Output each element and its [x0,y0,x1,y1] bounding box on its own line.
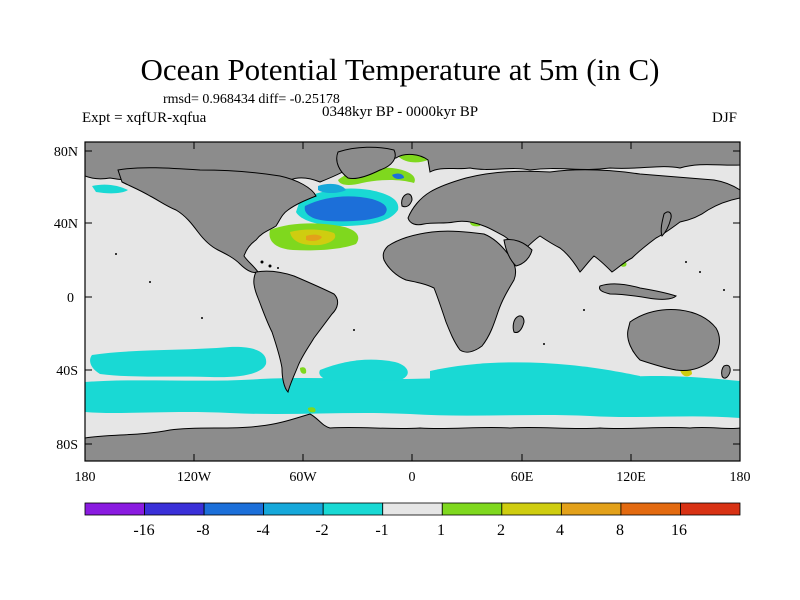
colorbar-swatch [144,502,205,516]
labrador-cool-anomaly [318,183,346,193]
subtropical-atlantic-peak-anomaly [306,234,322,241]
south-indian-cool-anomaly [430,362,640,380]
season-label: DJF [712,110,738,126]
indonesia-land [599,283,677,300]
x-tick-label: 0 [409,470,416,485]
x-tick-label: 60W [289,470,317,485]
x-axis [84,142,632,461]
south-atlantic-cool-anomaly [319,359,408,381]
y-tick-label: 0 [67,291,74,306]
island-specks [115,253,725,345]
x-tick-label: 180 [75,470,96,485]
colorbar-swatch [680,502,741,516]
map-title: Ocean Potential Temperature at 5m (in C) [140,52,660,87]
anomaly-patches [85,153,740,418]
british-isles-land [401,193,413,208]
y-tick-label: 80S [56,438,78,453]
barents-cool-anomaly [392,173,404,179]
weddell-warm-spot [308,407,316,413]
south-america-land [253,270,339,393]
africa-land [382,230,517,353]
north-america-land [117,167,317,273]
australia-land [627,309,720,371]
colorbar-swatch [382,502,443,516]
antarctica-land [85,413,740,461]
y-tick-label: 80N [54,145,78,160]
new-zealand-land [721,364,731,379]
rmsd-diff-stats: rmsd= 0.968434 diff= -0.25178 [163,92,340,107]
x-tick-label: 180 [730,470,751,485]
japan-land [660,211,672,237]
colorbar-label: 16 [671,522,687,539]
x-tick-label: 60E [511,470,534,485]
colorbar-label: -2 [315,522,328,539]
north-pacific-cool-anomaly [92,184,128,194]
colorbar-label: 1 [437,522,445,539]
map-plot-area [85,142,740,461]
y-tick-label: 40N [54,217,78,232]
y-axis [85,150,740,445]
colorbar-swatch [322,502,384,516]
land-masses [85,142,740,461]
madagascar-land [512,315,525,333]
colorbar [84,502,741,516]
colorbar-label: -8 [196,522,209,539]
north-atlantic-strong-cool-anomaly [304,196,387,222]
x-tick-label: 120W [177,470,212,485]
y-tick-label: 40S [56,364,78,379]
period-label: 0348kyr BP - 0000kyr BP [322,104,479,120]
greenland-land [336,146,396,179]
colorbar-swatch [620,502,681,516]
colorbar-label: -16 [133,522,154,539]
colorbar-label: -1 [375,522,388,539]
southern-ocean-cool-anomaly [85,375,740,418]
x-tick-label: 120E [616,470,646,485]
colorbar-swatch [203,502,265,516]
colorbar-label: -4 [256,522,269,539]
colorbar-label: 4 [556,522,564,539]
colorbar-swatch [441,502,503,516]
experiment-label: Expt = xqfUR-xqfua [82,110,207,126]
colorbar-swatch [501,502,562,516]
colorbar-label: 2 [497,522,505,539]
patagonia-warm-spot [300,367,307,374]
arabia-land [503,239,533,267]
colorbar-swatch [84,502,145,516]
colorbar-label: 8 [616,522,624,539]
eurasia-land [407,169,740,273]
colorbar-swatch [263,502,324,516]
south-pacific-cool-anomaly [90,346,267,378]
colorbar-swatch [560,502,622,516]
